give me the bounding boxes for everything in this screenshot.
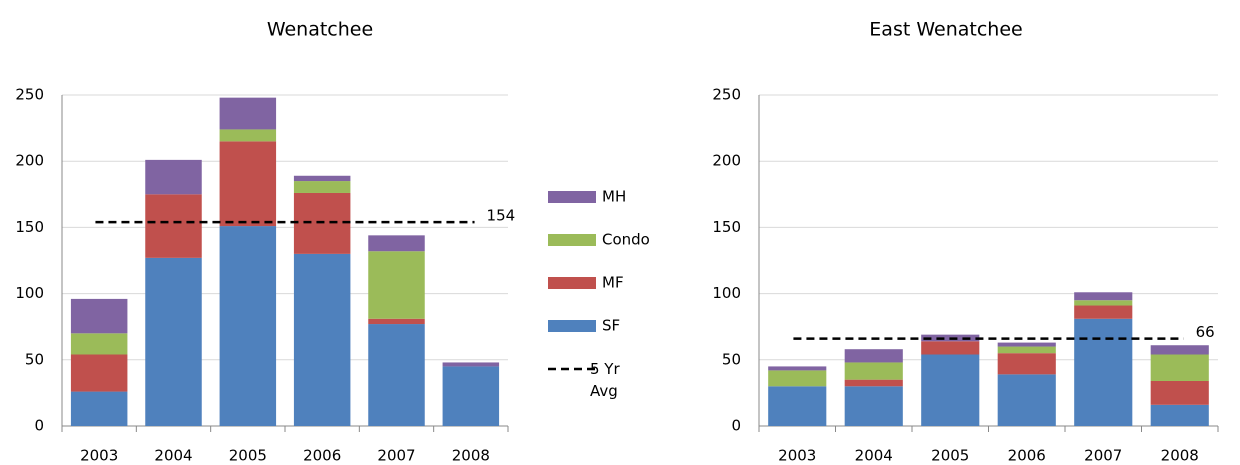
legend-swatch — [548, 320, 596, 332]
chart-title: Wenatchee — [267, 19, 373, 41]
bar-segment — [219, 141, 277, 227]
y-tick-label: 100 — [15, 284, 44, 302]
legend-swatch — [548, 234, 596, 246]
y-tick-label: 250 — [15, 86, 44, 104]
x-tick-label: 2006 — [1008, 447, 1046, 465]
bar-segment — [145, 194, 202, 258]
average-label: 154 — [487, 207, 516, 225]
bar-segment — [768, 366, 827, 371]
x-tick-label: 2003 — [778, 447, 816, 465]
bar-segment — [293, 253, 351, 426]
bar-segment — [145, 257, 202, 426]
y-tick-label: 50 — [25, 350, 44, 368]
bar-segment — [219, 226, 277, 426]
bar-segment — [997, 346, 1056, 354]
y-tick-label: 150 — [712, 218, 741, 236]
bar-segment — [442, 362, 500, 367]
bar-segment — [844, 386, 903, 426]
y-tick-label: 200 — [712, 152, 741, 170]
bar-segment — [997, 374, 1056, 426]
bar-segment — [768, 370, 827, 387]
bar-segment — [1150, 380, 1209, 405]
x-tick-label: 2005 — [931, 447, 969, 465]
bar-segment — [293, 175, 351, 182]
bar-segment — [219, 129, 277, 142]
x-tick-label: 2003 — [80, 447, 118, 465]
x-tick-label: 2008 — [452, 447, 490, 465]
bar-segment — [997, 353, 1056, 375]
bar-segment — [70, 354, 128, 392]
legend-swatch — [548, 277, 596, 289]
x-tick-label: 2007 — [377, 447, 415, 465]
bar-segment — [70, 391, 128, 426]
bar-segment — [442, 366, 500, 426]
x-tick-label: 2005 — [229, 447, 267, 465]
legend-label: MF — [602, 274, 624, 292]
x-tick-label: 2004 — [154, 447, 192, 465]
x-tick-label: 2004 — [855, 447, 893, 465]
bar-segment — [844, 362, 903, 380]
legend-swatch — [548, 191, 596, 203]
y-tick-label: 150 — [15, 218, 44, 236]
legend-label: SF — [602, 317, 620, 335]
bar-segment — [921, 341, 980, 355]
bar-segment — [1150, 404, 1209, 426]
bar-segment — [844, 379, 903, 387]
average-label: 66 — [1196, 323, 1215, 341]
bar-segment — [219, 97, 277, 130]
y-tick-label: 0 — [731, 417, 741, 435]
bar-segment — [70, 298, 128, 334]
bar-segment — [997, 342, 1056, 347]
legend-label: Condo — [602, 231, 650, 249]
bar-segment — [768, 386, 827, 426]
y-tick-label: 100 — [712, 284, 741, 302]
y-tick-label: 200 — [15, 152, 44, 170]
bar-segment — [293, 192, 351, 254]
bar-segment — [293, 181, 351, 193]
bar-segment — [368, 251, 425, 319]
bar-segment — [1074, 300, 1133, 306]
bar-segment — [921, 354, 980, 426]
bar-segment — [1150, 354, 1209, 381]
x-tick-label: 2007 — [1084, 447, 1122, 465]
legend-label: MH — [602, 188, 626, 206]
bar-segment — [844, 349, 903, 363]
bar-segment — [70, 333, 128, 355]
x-tick-label: 2008 — [1161, 447, 1199, 465]
bar-segment — [1074, 305, 1133, 319]
bar-segment — [1074, 318, 1133, 426]
bar-segment — [368, 324, 425, 426]
bar-segment — [1150, 345, 1209, 355]
y-tick-label: 250 — [712, 86, 741, 104]
bar-segment — [145, 159, 202, 195]
bar-segment — [368, 318, 425, 325]
legend-label: 5 Yr Avg — [590, 360, 620, 400]
y-tick-label: 50 — [722, 350, 741, 368]
bar-segment — [1074, 292, 1133, 301]
y-tick-label: 0 — [34, 417, 44, 435]
chart-title: East Wenatchee — [869, 19, 1022, 41]
bar-segment — [368, 235, 425, 252]
x-tick-label: 2006 — [303, 447, 341, 465]
